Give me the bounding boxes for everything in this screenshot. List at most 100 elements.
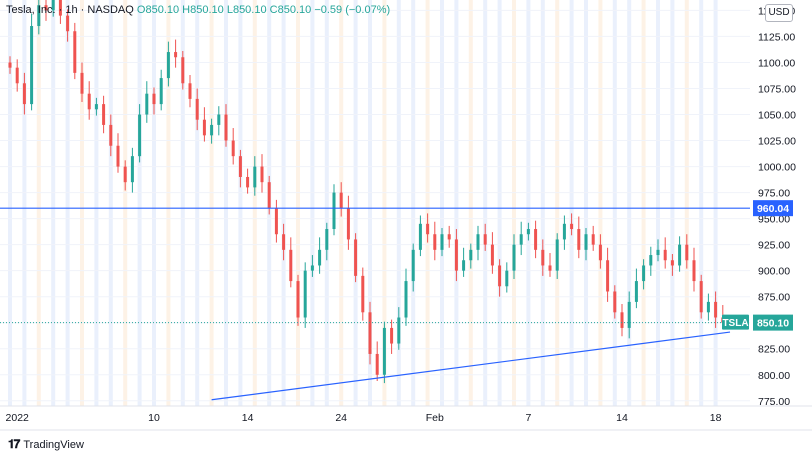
candle-body[interactable]: [418, 223, 422, 250]
candle-body[interactable]: [620, 312, 624, 328]
candle-body[interactable]: [109, 124, 113, 146]
candle-body[interactable]: [584, 234, 588, 250]
candle-body[interactable]: [102, 104, 106, 125]
price-axis[interactable]: 1150.001125.001100.001075.001050.001025.…: [752, 0, 812, 408]
candle-body[interactable]: [145, 93, 149, 115]
candle-body[interactable]: [555, 239, 559, 271]
candle-body[interactable]: [685, 244, 689, 261]
candle-body[interactable]: [382, 327, 386, 375]
candle-body[interactable]: [476, 234, 480, 250]
candle-body[interactable]: [238, 156, 242, 177]
candle-body[interactable]: [94, 104, 98, 110]
candle-body[interactable]: [591, 234, 595, 245]
candle-body[interactable]: [202, 119, 206, 136]
candle-body[interactable]: [332, 192, 336, 230]
candle-body[interactable]: [44, 5, 48, 11]
candle-body[interactable]: [260, 166, 264, 183]
candle-body[interactable]: [246, 176, 250, 188]
candle-body[interactable]: [166, 52, 170, 79]
candle-body[interactable]: [87, 93, 91, 110]
candle-body[interactable]: [231, 140, 235, 157]
candle-body[interactable]: [282, 234, 286, 250]
candle-body[interactable]: [195, 98, 199, 120]
candle-body[interactable]: [404, 281, 408, 318]
candle-body[interactable]: [706, 301, 710, 313]
candle-body[interactable]: [267, 182, 271, 209]
candle-body[interactable]: [51, 0, 55, 11]
candle-body[interactable]: [433, 234, 437, 250]
candle-body[interactable]: [138, 114, 142, 157]
candle-body[interactable]: [368, 312, 372, 354]
candle-body[interactable]: [30, 26, 34, 105]
candle-body[interactable]: [390, 327, 394, 344]
candle-body[interactable]: [462, 260, 466, 271]
candle-body[interactable]: [253, 166, 257, 188]
candle-body[interactable]: [570, 223, 574, 230]
candle-body[interactable]: [454, 239, 458, 271]
drawing-overlays[interactable]: TSLA: [0, 207, 750, 401]
candle-body[interactable]: [8, 62, 12, 68]
candle-body[interactable]: [483, 234, 487, 245]
candle-body[interactable]: [310, 265, 314, 271]
candle-body[interactable]: [411, 249, 415, 282]
candle-body[interactable]: [519, 234, 523, 245]
candle-body[interactable]: [375, 353, 379, 375]
candle-body[interactable]: [181, 57, 185, 84]
candle-body[interactable]: [37, 5, 41, 27]
candle-body[interactable]: [642, 265, 646, 282]
tradingview-branding[interactable]: 𝟏𝟕 TradingView: [8, 437, 84, 452]
candle-body[interactable]: [606, 260, 610, 292]
candle-body[interactable]: [80, 72, 84, 94]
time-axis[interactable]: 2022 10 14 24 Feb 7 14 18: [0, 405, 812, 431]
candle-body[interactable]: [296, 281, 300, 318]
candle-body[interactable]: [303, 270, 307, 318]
candle-body[interactable]: [627, 301, 631, 328]
candle-body[interactable]: [130, 156, 134, 183]
candle-body[interactable]: [397, 317, 401, 344]
candle-body[interactable]: [289, 249, 293, 282]
currency-button[interactable]: USD: [765, 4, 793, 22]
candle-body[interactable]: [490, 244, 494, 266]
candle-body[interactable]: [325, 229, 329, 250]
candle-body[interactable]: [613, 291, 617, 313]
candle-body[interactable]: [505, 270, 509, 287]
candle-body[interactable]: [188, 83, 192, 99]
candle-body[interactable]: [649, 255, 653, 266]
candle-body[interactable]: [512, 244, 516, 271]
candle-body[interactable]: [678, 244, 682, 266]
candle-body[interactable]: [526, 229, 530, 235]
candle-body[interactable]: [498, 265, 502, 287]
candle-body[interactable]: [58, 0, 62, 16]
candle-body[interactable]: [346, 208, 350, 240]
candle-body[interactable]: [598, 244, 602, 261]
candle-body[interactable]: [217, 114, 221, 125]
candle-body[interactable]: [174, 52, 178, 58]
candle-body[interactable]: [670, 260, 674, 266]
trendline[interactable]: [211, 331, 731, 401]
candle-body[interactable]: [548, 265, 552, 271]
candle-body[interactable]: [562, 223, 566, 240]
candle-body[interactable]: [224, 114, 228, 141]
candle-body[interactable]: [22, 83, 26, 105]
candle-body[interactable]: [66, 15, 70, 32]
candle-body[interactable]: [663, 249, 667, 261]
candle-body[interactable]: [699, 281, 703, 313]
candle-body[interactable]: [440, 234, 444, 250]
candle-body[interactable]: [210, 124, 214, 136]
candle-body[interactable]: [426, 223, 430, 235]
candle-body[interactable]: [541, 249, 545, 266]
candle-body[interactable]: [15, 67, 19, 84]
candle-body[interactable]: [152, 93, 156, 105]
candle-body[interactable]: [123, 166, 127, 183]
candle-body[interactable]: [577, 229, 581, 250]
candle-body[interactable]: [534, 229, 538, 250]
candle-body[interactable]: [339, 192, 343, 209]
candle-body[interactable]: [692, 260, 696, 282]
candle-body[interactable]: [714, 301, 718, 318]
candle-body[interactable]: [656, 249, 660, 256]
candle-body[interactable]: [447, 234, 451, 240]
candle-body[interactable]: [274, 208, 278, 235]
candle-body[interactable]: [361, 275, 365, 313]
